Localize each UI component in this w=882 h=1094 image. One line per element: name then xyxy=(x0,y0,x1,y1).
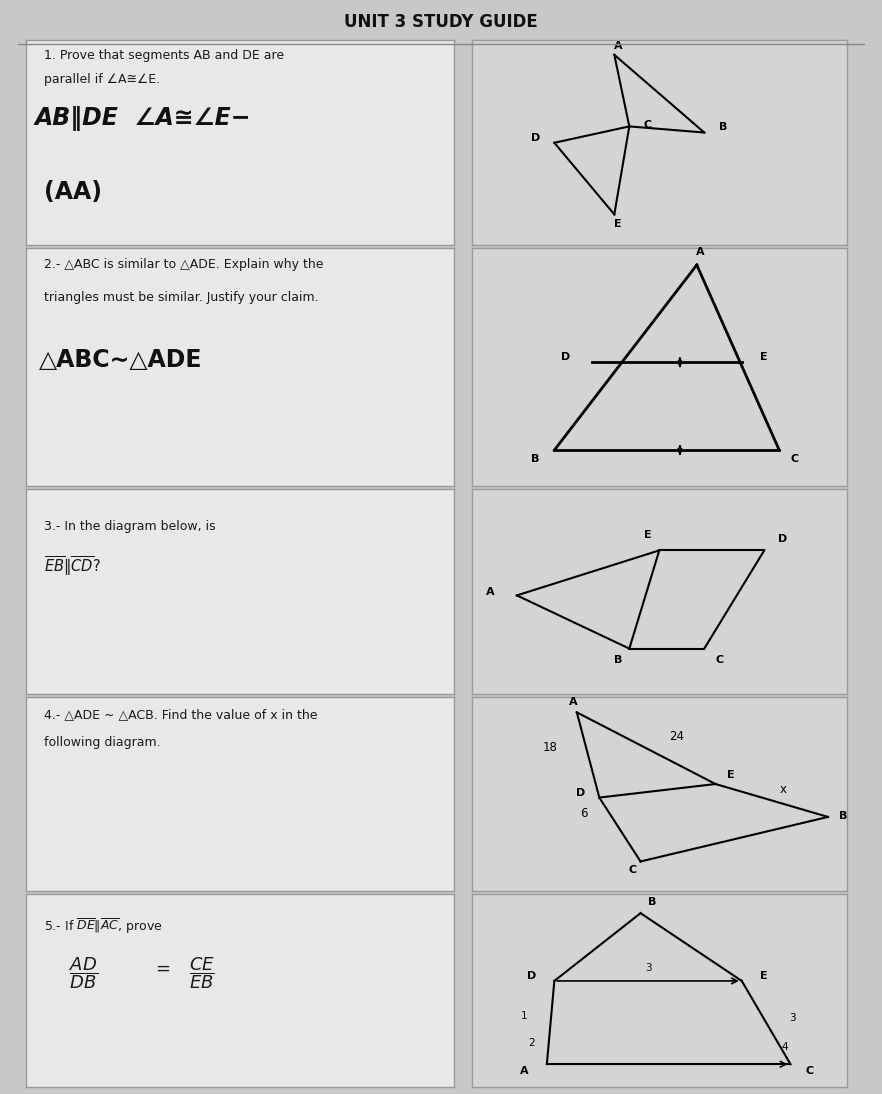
Text: $\overline{EB}\|\overline{CD}$?: $\overline{EB}\|\overline{CD}$? xyxy=(43,555,101,578)
Text: $\dfrac{AD}{DB}$: $\dfrac{AD}{DB}$ xyxy=(70,956,99,991)
Text: C: C xyxy=(644,120,652,130)
Text: D: D xyxy=(576,788,585,798)
Text: 5.- If $\overline{DE}\|\overline{AC}$, prove: 5.- If $\overline{DE}\|\overline{AC}$, p… xyxy=(43,917,162,936)
Text: 1. Prove that segments AB and DE are: 1. Prove that segments AB and DE are xyxy=(43,48,284,61)
Text: (AA): (AA) xyxy=(43,179,101,203)
Text: following diagram.: following diagram. xyxy=(43,735,161,748)
Text: UNIT 3 STUDY GUIDE: UNIT 3 STUDY GUIDE xyxy=(344,13,538,32)
Text: 3: 3 xyxy=(645,963,652,974)
Text: A: A xyxy=(614,40,623,50)
Text: A: A xyxy=(696,247,705,257)
Text: triangles must be similar. Justify your claim.: triangles must be similar. Justify your … xyxy=(43,291,318,304)
Text: 18: 18 xyxy=(543,741,558,754)
Text: E: E xyxy=(760,971,768,981)
Text: A: A xyxy=(486,587,495,597)
Text: 3: 3 xyxy=(789,1013,796,1023)
Text: B: B xyxy=(532,454,540,464)
Text: B: B xyxy=(839,811,847,820)
Text: AB‖DE  ∠A≅∠E−: AB‖DE ∠A≅∠E− xyxy=(35,106,251,131)
Text: $\dfrac{CE}{EB}$: $\dfrac{CE}{EB}$ xyxy=(189,956,215,991)
Text: 6: 6 xyxy=(580,807,588,819)
Text: =: = xyxy=(155,959,170,978)
Text: △ABC∼△ADE: △ABC∼△ADE xyxy=(40,348,203,372)
Text: E: E xyxy=(760,352,768,362)
Text: A: A xyxy=(520,1066,528,1075)
Text: 2.- △ABC is similar to △ADE. Explain why the: 2.- △ABC is similar to △ADE. Explain why… xyxy=(43,258,323,271)
Text: C: C xyxy=(790,454,798,464)
Text: E: E xyxy=(614,219,622,229)
Text: E: E xyxy=(644,531,652,540)
Text: parallel if ∠A≅∠E.: parallel if ∠A≅∠E. xyxy=(43,73,160,86)
Text: x: x xyxy=(780,782,787,795)
Text: D: D xyxy=(561,352,570,362)
Text: C: C xyxy=(629,865,637,875)
Text: D: D xyxy=(527,971,536,981)
Text: D: D xyxy=(531,132,540,142)
Text: C: C xyxy=(715,655,723,665)
Text: B: B xyxy=(614,655,622,665)
Text: A: A xyxy=(569,697,578,707)
Text: B: B xyxy=(719,123,727,132)
Text: E: E xyxy=(727,770,735,780)
Text: 4: 4 xyxy=(781,1041,789,1051)
Text: 4.- △ADE ∼ △ACB. Find the value of x in the: 4.- △ADE ∼ △ACB. Find the value of x in … xyxy=(43,709,317,722)
Text: B: B xyxy=(647,897,656,907)
Text: D: D xyxy=(779,534,788,544)
Text: 3.- In the diagram below, is: 3.- In the diagram below, is xyxy=(43,520,215,533)
Text: 1: 1 xyxy=(521,1011,527,1021)
Text: C: C xyxy=(805,1066,813,1075)
Text: 24: 24 xyxy=(669,731,684,744)
Text: 2: 2 xyxy=(528,1038,535,1048)
